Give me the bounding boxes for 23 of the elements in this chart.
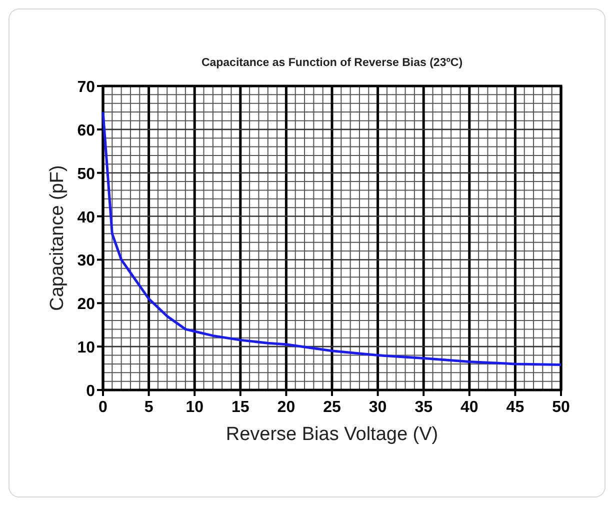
- x-tick-label: 50: [552, 399, 570, 416]
- y-tick-label: 40: [77, 209, 96, 226]
- x-tick-label: 30: [368, 399, 387, 416]
- x-tick-label: 0: [98, 399, 108, 416]
- line-series: [102, 110, 562, 366]
- y-tick-label: 60: [77, 122, 96, 140]
- y-tick-label: 10: [77, 340, 96, 357]
- y-tick-label: 20: [77, 296, 96, 314]
- x-tick-label: 10: [186, 399, 204, 416]
- x-tick-label: 35: [414, 399, 433, 416]
- chart-title: Capacitance as Function of Reverse Bias (23ºC): [201, 57, 463, 69]
- x-tick-label: 15: [232, 399, 250, 416]
- y-axis-title: Capacitance (pF): [47, 165, 68, 311]
- x-tick-label: 40: [460, 399, 478, 416]
- x-tick-label: 20: [277, 399, 296, 416]
- x-tick-label: 45: [506, 399, 524, 416]
- y-tick-label: 0: [86, 383, 96, 400]
- y-tick-label: 30: [77, 252, 96, 270]
- y-tick-label: 70: [77, 79, 96, 96]
- x-tick-label: 25: [323, 399, 341, 416]
- x-tick-label: 5: [144, 399, 154, 416]
- y-tick-label: 50: [77, 166, 96, 183]
- x-axis-title: Reverse Bias Voltage (V): [226, 424, 438, 445]
